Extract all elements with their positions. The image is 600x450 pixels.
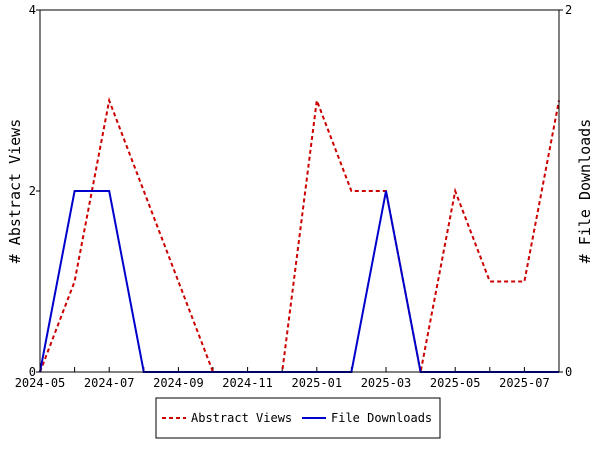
x-tick-label: 2024-11	[222, 376, 273, 390]
x-tick-label: 2024-07	[84, 376, 135, 390]
x-tick-label: 2024-05	[15, 376, 66, 390]
y2-tick-label: 2	[565, 3, 572, 17]
plot-frame	[39, 9, 560, 373]
series-line-abstract-views	[39, 96, 560, 373]
legend-label-file-downloads: File Downloads	[331, 411, 432, 425]
x-tick-label: 2025-07	[499, 376, 550, 390]
legend-box	[155, 397, 441, 439]
legend: Abstract Views File Downloads	[155, 397, 441, 439]
series-layer	[39, 96, 560, 373]
series-line-file-downloads	[39, 190, 559, 373]
legend-label-abstract-views: Abstract Views	[191, 411, 292, 425]
y-tick-label: 2	[29, 184, 36, 198]
x-tick-label: 2025-01	[292, 376, 343, 390]
tick-marks	[36, 9, 563, 373]
y-axis-title: # Abstract Views	[6, 119, 24, 264]
y2-tick-label: 0	[565, 365, 572, 379]
y-tick-label: 0	[29, 365, 36, 379]
tick-labels: 2024-05 2024-07 2024-09 2024-11 2025-01 2025-…	[15, 3, 573, 390]
y-tick-label: 4	[29, 3, 36, 17]
x-tick-label: 2025-05	[430, 376, 481, 390]
x-tick-label: 2024-09	[153, 376, 204, 390]
y2-axis-title: # File Downloads	[576, 119, 594, 264]
x-tick-label: 2025-03	[361, 376, 412, 390]
